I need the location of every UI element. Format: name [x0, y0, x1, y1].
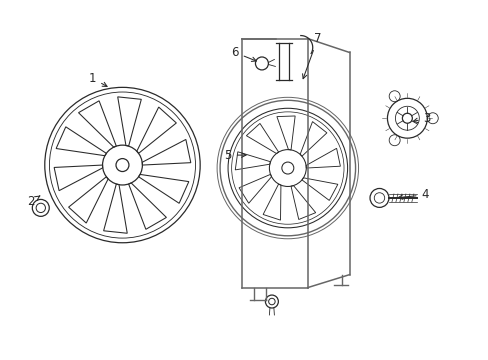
Text: 2: 2	[27, 195, 40, 208]
Text: 7: 7	[302, 32, 321, 79]
Text: 6: 6	[231, 46, 256, 62]
Text: 1: 1	[89, 72, 107, 86]
Text: 4: 4	[398, 188, 428, 202]
Text: 5: 5	[224, 149, 245, 162]
Text: 3: 3	[412, 112, 430, 125]
